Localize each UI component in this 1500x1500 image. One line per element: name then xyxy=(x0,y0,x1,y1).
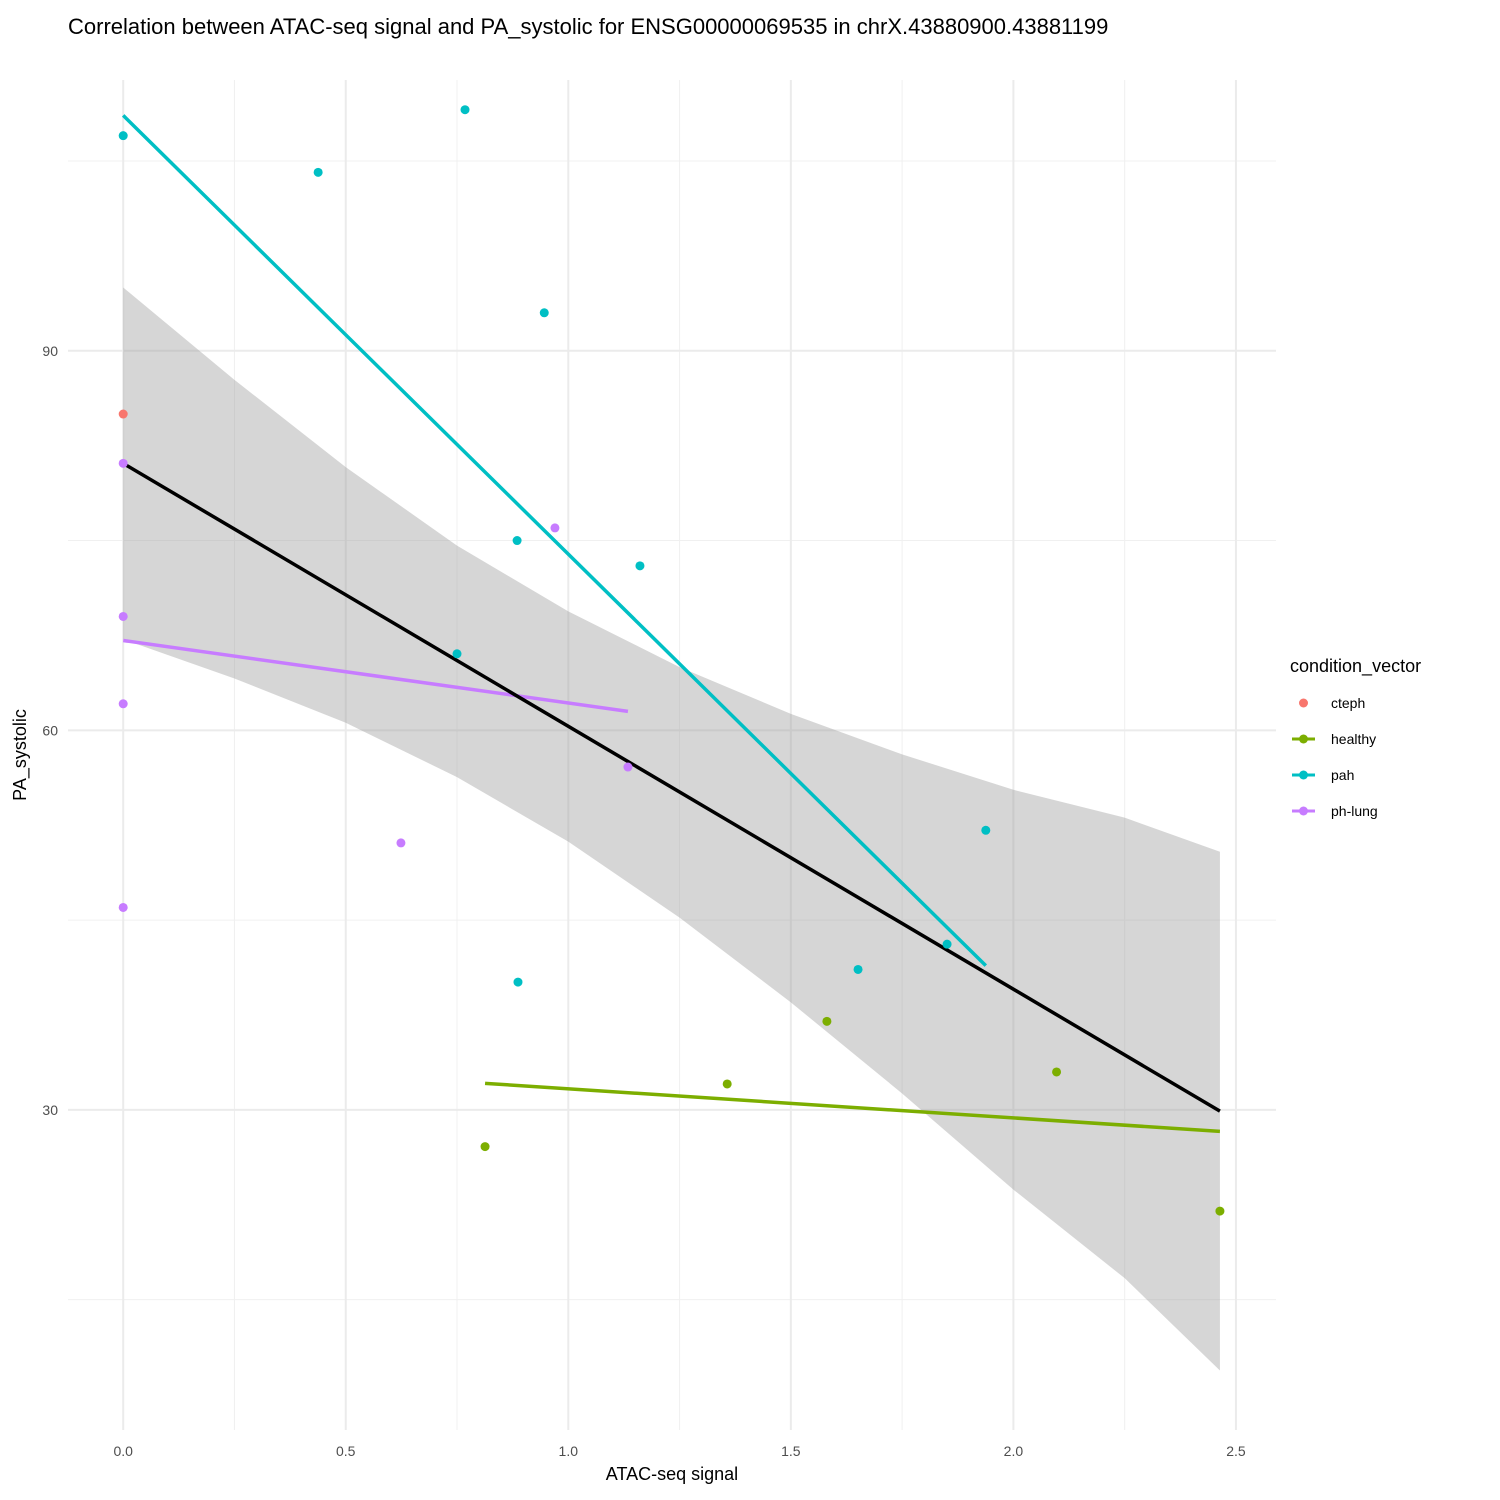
legend-key-point-healthy xyxy=(1299,734,1308,744)
point-healthy xyxy=(822,1016,832,1026)
point-pah xyxy=(635,561,645,571)
point-ph-lung xyxy=(118,458,128,468)
fit-lines xyxy=(121,114,1221,1134)
confidence-ribbon xyxy=(123,287,1220,1371)
x-tick-label: 2.5 xyxy=(1226,1443,1246,1459)
point-pah xyxy=(460,105,470,115)
point-pah xyxy=(513,977,523,987)
y-tick-label: 60 xyxy=(42,722,58,738)
confidence-band xyxy=(123,287,1220,1371)
fit-line-ph-lung xyxy=(122,638,629,714)
legend-key-point-pah xyxy=(1299,770,1308,780)
point-pah xyxy=(452,649,462,659)
grid xyxy=(68,80,1276,1430)
y-axis-title: PA_systolic xyxy=(10,709,31,801)
legend-label-cteph: cteph xyxy=(1331,695,1365,711)
fit-line-pah xyxy=(121,114,988,967)
legend-title: condition_vector xyxy=(1290,656,1421,677)
chart-title: Correlation between ATAC-seq signal and … xyxy=(68,14,1108,39)
legend: condition_vector cteph healthy pah ph-lung xyxy=(1290,656,1421,819)
point-healthy xyxy=(1215,1206,1225,1216)
point-pah xyxy=(942,939,952,949)
point-pah xyxy=(313,167,323,177)
x-tick-label: 1.0 xyxy=(559,1443,579,1459)
y-tick-label: 90 xyxy=(42,343,58,359)
point-pah xyxy=(512,536,522,546)
point-cteph xyxy=(118,409,128,419)
data-points xyxy=(118,105,1225,1216)
point-healthy xyxy=(1052,1067,1062,1077)
point-healthy xyxy=(722,1079,732,1089)
legend-key-point-cteph xyxy=(1299,698,1308,708)
legend-label-ph-lung: ph-lung xyxy=(1331,803,1378,819)
x-tick-label: 0.5 xyxy=(336,1443,356,1459)
point-ph-lung xyxy=(118,699,128,709)
x-tick-label: 1.5 xyxy=(781,1443,801,1459)
point-ph-lung xyxy=(118,611,128,621)
point-ph-lung xyxy=(623,762,633,772)
overall-fit-line xyxy=(122,461,1221,1113)
point-pah xyxy=(539,308,549,318)
x-tick-label: 0.0 xyxy=(113,1443,133,1459)
point-healthy xyxy=(480,1142,490,1152)
point-pah xyxy=(118,131,128,141)
legend-label-healthy: healthy xyxy=(1331,731,1376,747)
x-tick-label: 2.0 xyxy=(1004,1443,1024,1459)
point-ph-lung xyxy=(550,523,560,533)
x-axis-title: ATAC-seq signal xyxy=(606,1464,738,1484)
point-ph-lung xyxy=(396,838,406,848)
point-ph-lung xyxy=(118,902,128,912)
point-pah xyxy=(853,964,863,974)
point-pah xyxy=(981,825,991,835)
legend-label-pah: pah xyxy=(1331,767,1354,783)
fit-line-healthy xyxy=(484,1081,1221,1134)
tick-labels: 0.0 0.5 1.0 1.5 2.0 2.5 30 60 90 xyxy=(42,343,1245,1459)
legend-key-point-ph-lung xyxy=(1299,806,1308,816)
y-tick-label: 30 xyxy=(42,1102,58,1118)
